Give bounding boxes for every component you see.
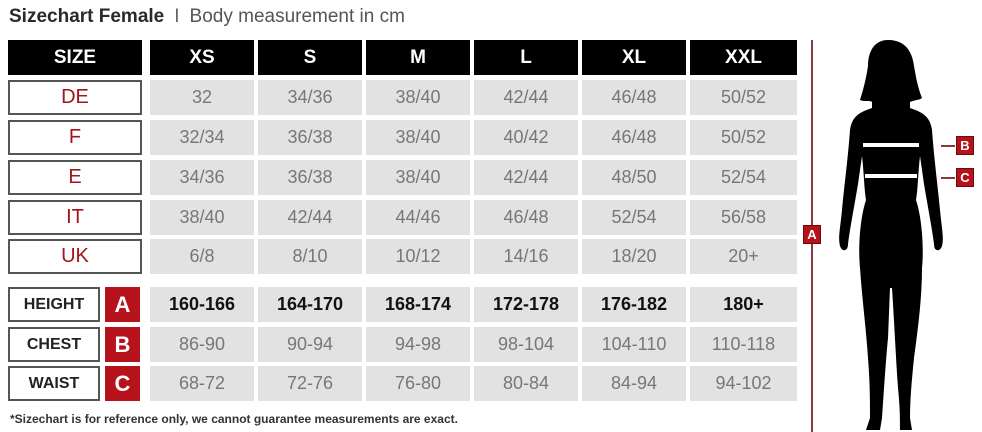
table-cell: 48/50: [582, 160, 686, 195]
size-column-header: M: [366, 40, 470, 75]
table-cell: 180+: [690, 287, 797, 322]
measurement-marker: B: [105, 327, 140, 362]
table-cell: 20+: [690, 239, 797, 274]
table-cell: 38/40: [366, 80, 470, 115]
table-cell: 34/36: [258, 80, 362, 115]
table-cell: 46/48: [582, 80, 686, 115]
waist-marker: C: [956, 168, 974, 187]
size-column-header: S: [258, 40, 362, 75]
measurement-label: WAIST: [8, 366, 100, 401]
title-separator: I: [174, 6, 180, 27]
table-cell: 46/48: [582, 120, 686, 155]
table-cell: 38/40: [366, 120, 470, 155]
table-cell: 36/38: [258, 120, 362, 155]
table-cell: 50/52: [690, 120, 797, 155]
table-cell: 68-72: [150, 366, 254, 401]
table-cell: 38/40: [150, 200, 254, 235]
height-marker: A: [803, 225, 821, 244]
table-cell: 40/42: [474, 120, 578, 155]
table-cell: 84-94: [582, 366, 686, 401]
table-cell: 76-80: [366, 366, 470, 401]
region-label: F: [8, 120, 142, 155]
table-cell: 36/38: [258, 160, 362, 195]
chart-title: Sizechart Female I Body measurement in cm: [9, 6, 405, 28]
table-cell: 34/36: [150, 160, 254, 195]
table-cell: 18/20: [582, 239, 686, 274]
chest-tick: [941, 145, 955, 147]
measurement-marker: C: [105, 366, 140, 401]
table-cell: 90-94: [258, 327, 362, 362]
table-cell: 32/34: [150, 120, 254, 155]
table-cell: 176-182: [582, 287, 686, 322]
table-cell: 52/54: [690, 160, 797, 195]
region-label: E: [8, 160, 142, 195]
table-cell: 94-98: [366, 327, 470, 362]
table-cell: 42/44: [474, 80, 578, 115]
table-cell: 80-84: [474, 366, 578, 401]
table-cell: 86-90: [150, 327, 254, 362]
table-cell: 42/44: [474, 160, 578, 195]
table-cell: 98-104: [474, 327, 578, 362]
region-label: IT: [8, 200, 142, 235]
size-column-header: L: [474, 40, 578, 75]
table-cell: 8/10: [258, 239, 362, 274]
table-cell: 110-118: [690, 327, 797, 362]
measurement-label: HEIGHT: [8, 287, 100, 322]
table-cell: 44/46: [366, 200, 470, 235]
table-cell: 168-174: [366, 287, 470, 322]
table-cell: 104-110: [582, 327, 686, 362]
table-cell: 50/52: [690, 80, 797, 115]
table-cell: 94-102: [690, 366, 797, 401]
chest-marker: B: [956, 136, 974, 155]
table-cell: 160-166: [150, 287, 254, 322]
measurement-marker: A: [105, 287, 140, 322]
table-cell: 46/48: [474, 200, 578, 235]
table-cell: 172-178: [474, 287, 578, 322]
table-cell: 164-170: [258, 287, 362, 322]
table-cell: 52/54: [582, 200, 686, 235]
female-silhouette-icon: [839, 40, 943, 430]
table-cell: 38/40: [366, 160, 470, 195]
table-cell: 6/8: [150, 239, 254, 274]
footnote: *Sizechart is for reference only, we can…: [10, 412, 458, 426]
size-column-header: XS: [150, 40, 254, 75]
title-main: Sizechart Female: [9, 6, 165, 27]
size-header: SIZE: [8, 40, 142, 75]
table-cell: 72-76: [258, 366, 362, 401]
table-cell: 14/16: [474, 239, 578, 274]
table-cell: 56/58: [690, 200, 797, 235]
waist-tick: [941, 177, 955, 179]
region-label: UK: [8, 239, 142, 274]
table-cell: 10/12: [366, 239, 470, 274]
measurement-label: CHEST: [8, 327, 100, 362]
title-subtitle: Body measurement in cm: [189, 6, 405, 27]
region-label: DE: [8, 80, 142, 115]
size-column-header: XL: [582, 40, 686, 75]
size-column-header: XXL: [690, 40, 797, 75]
table-cell: 42/44: [258, 200, 362, 235]
table-cell: 32: [150, 80, 254, 115]
